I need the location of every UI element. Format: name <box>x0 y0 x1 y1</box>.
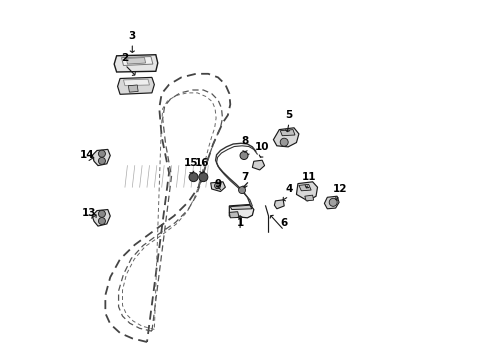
Text: 7: 7 <box>241 172 249 181</box>
Circle shape <box>329 198 337 206</box>
Text: 8: 8 <box>242 136 248 146</box>
Text: 4: 4 <box>285 184 293 194</box>
Polygon shape <box>114 55 158 72</box>
Polygon shape <box>229 204 254 218</box>
Text: 12: 12 <box>333 184 348 194</box>
Text: 9: 9 <box>215 179 221 189</box>
Circle shape <box>98 157 105 165</box>
Text: 6: 6 <box>281 219 288 228</box>
Text: 14: 14 <box>79 150 94 160</box>
Circle shape <box>98 217 105 225</box>
Text: 13: 13 <box>82 208 97 217</box>
Polygon shape <box>252 160 265 170</box>
Polygon shape <box>126 58 146 64</box>
Polygon shape <box>273 128 299 147</box>
Text: 11: 11 <box>301 172 316 181</box>
Text: 3: 3 <box>129 31 136 41</box>
Circle shape <box>215 183 220 189</box>
Polygon shape <box>299 184 311 191</box>
Text: 5: 5 <box>286 111 293 120</box>
Text: 1: 1 <box>237 219 244 228</box>
Polygon shape <box>274 200 284 209</box>
Circle shape <box>280 138 288 146</box>
Circle shape <box>98 150 105 157</box>
Circle shape <box>199 173 208 181</box>
Polygon shape <box>324 196 339 209</box>
Circle shape <box>240 152 248 159</box>
Polygon shape <box>128 85 138 92</box>
Polygon shape <box>229 212 239 218</box>
Text: 10: 10 <box>255 142 270 152</box>
Polygon shape <box>305 195 314 201</box>
Text: 16: 16 <box>195 158 209 168</box>
Circle shape <box>98 210 105 217</box>
Polygon shape <box>92 149 110 166</box>
Polygon shape <box>280 130 295 136</box>
Polygon shape <box>230 205 252 210</box>
Text: 15: 15 <box>184 158 198 168</box>
Polygon shape <box>118 77 154 94</box>
Text: 2: 2 <box>122 53 128 63</box>
Polygon shape <box>211 182 225 192</box>
Polygon shape <box>92 210 110 226</box>
Polygon shape <box>122 57 153 66</box>
Circle shape <box>189 173 198 181</box>
Polygon shape <box>123 79 149 86</box>
Polygon shape <box>296 182 318 201</box>
Circle shape <box>239 186 245 194</box>
